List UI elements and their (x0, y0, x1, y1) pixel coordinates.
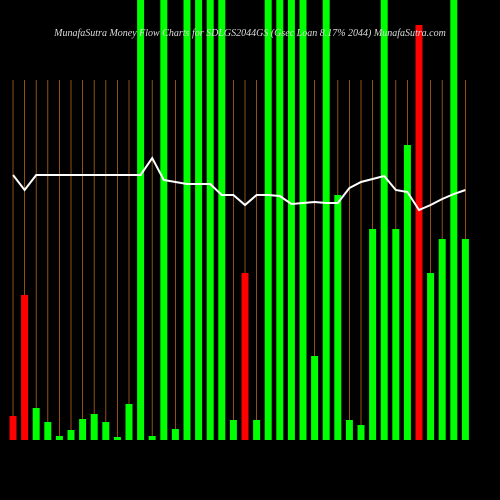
plot (9, 0, 469, 440)
bar (357, 425, 365, 440)
bar (160, 0, 168, 440)
bar (183, 0, 191, 440)
bar (206, 0, 214, 440)
bar (125, 404, 133, 440)
bar (9, 416, 17, 440)
bar (44, 422, 52, 440)
bar (253, 420, 261, 440)
bar (392, 229, 400, 440)
bar (334, 195, 342, 440)
bar (311, 356, 319, 440)
bar (369, 229, 377, 440)
bar (322, 0, 330, 440)
bar (32, 408, 40, 440)
bar (380, 0, 388, 440)
bar (21, 295, 29, 440)
bar (171, 429, 179, 440)
bar (218, 0, 226, 440)
bar (287, 0, 295, 440)
bar (67, 430, 75, 440)
bar (195, 0, 203, 440)
bar (461, 239, 469, 440)
bar (241, 273, 249, 440)
bar (299, 0, 307, 440)
bar (148, 436, 156, 440)
bar (79, 419, 87, 440)
bar (90, 414, 98, 440)
money-flow-line (12, 156, 466, 212)
bar (427, 273, 435, 440)
bar (137, 0, 145, 440)
bar (229, 420, 237, 440)
bar (403, 145, 411, 440)
chart-title: MunafaSutra Money Flow Charts for SDLGS2… (53, 28, 446, 39)
bar (450, 0, 458, 440)
bar (264, 0, 272, 440)
bar (55, 436, 63, 440)
bar (113, 437, 121, 440)
bar (276, 0, 284, 440)
bar (102, 422, 110, 440)
bar (438, 239, 446, 440)
bar (345, 420, 353, 440)
bar (415, 25, 423, 440)
